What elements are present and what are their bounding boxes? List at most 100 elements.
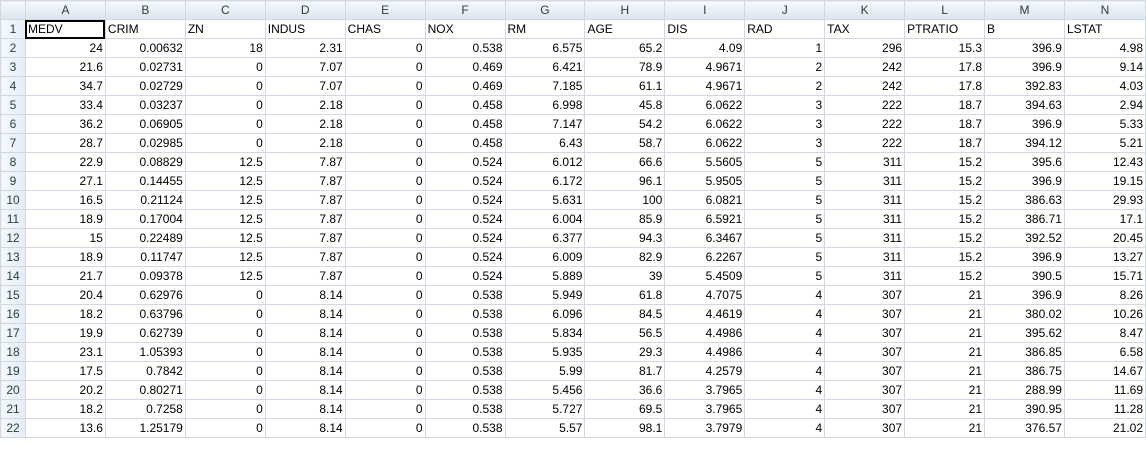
table-cell[interactable]: 0: [184, 57, 266, 77]
table-cell[interactable]: 0: [344, 95, 426, 115]
table-cell[interactable]: 54.2: [584, 114, 666, 134]
table-cell[interactable]: 307: [824, 399, 906, 419]
table-cell[interactable]: 21.7: [24, 266, 106, 286]
table-cell[interactable]: 311: [824, 266, 906, 286]
table-cell[interactable]: 0: [184, 285, 266, 305]
table-cell[interactable]: 6.096: [504, 304, 586, 324]
table-cell[interactable]: 0: [184, 304, 266, 324]
table-cell[interactable]: 7.07: [264, 57, 346, 77]
table-cell[interactable]: 0: [184, 361, 266, 381]
table-cell[interactable]: 0: [184, 76, 266, 96]
table-cell[interactable]: 0: [344, 399, 426, 419]
table-cell[interactable]: 24: [24, 38, 106, 58]
header-cell[interactable]: TAX: [824, 19, 906, 39]
header-cell[interactable]: RAD: [744, 19, 826, 39]
table-cell[interactable]: 19.9: [24, 323, 106, 343]
table-cell[interactable]: 392.52: [984, 228, 1065, 248]
table-cell[interactable]: 8.14: [264, 399, 346, 419]
table-cell[interactable]: 0.538: [424, 399, 506, 419]
column-header-a[interactable]: A: [24, 0, 106, 20]
table-cell[interactable]: 311: [824, 209, 906, 229]
column-header-j[interactable]: J: [744, 0, 826, 20]
table-cell[interactable]: 0.02985: [104, 133, 186, 153]
table-cell[interactable]: 0: [344, 228, 426, 248]
table-cell[interactable]: 6.5921: [664, 209, 746, 229]
table-cell[interactable]: 5.5605: [664, 152, 746, 172]
table-cell[interactable]: 36.2: [24, 114, 106, 134]
table-cell[interactable]: 307: [824, 285, 906, 305]
table-cell[interactable]: 3: [744, 114, 826, 134]
row-header[interactable]: 1: [0, 19, 26, 39]
table-cell[interactable]: 3: [744, 133, 826, 153]
table-cell[interactable]: 0.17004: [104, 209, 186, 229]
table-cell[interactable]: 14.67: [1063, 361, 1146, 381]
table-cell[interactable]: 5.4509: [664, 266, 746, 286]
table-cell[interactable]: 5: [744, 171, 826, 191]
table-cell[interactable]: 5: [744, 228, 826, 248]
table-cell[interactable]: 0.00632: [104, 38, 186, 58]
table-cell[interactable]: 0.458: [424, 114, 506, 134]
header-cell[interactable]: NOX: [424, 19, 506, 39]
table-cell[interactable]: 307: [824, 380, 906, 400]
header-cell[interactable]: CHAS: [344, 19, 426, 39]
table-cell[interactable]: 1.25179: [104, 418, 186, 438]
table-cell[interactable]: 21.02: [1063, 418, 1146, 438]
column-header-g[interactable]: G: [504, 0, 586, 20]
table-cell[interactable]: 0: [344, 209, 426, 229]
table-cell[interactable]: 0: [344, 361, 426, 381]
table-cell[interactable]: 0.06905: [104, 114, 186, 134]
table-cell[interactable]: 222: [824, 114, 906, 134]
table-cell[interactable]: 12.5: [184, 209, 266, 229]
table-cell[interactable]: 18.7: [904, 95, 986, 115]
table-cell[interactable]: 0.62739: [104, 323, 186, 343]
table-cell[interactable]: 0: [344, 190, 426, 210]
table-cell[interactable]: 0: [184, 380, 266, 400]
table-cell[interactable]: 11.28: [1063, 399, 1146, 419]
column-header-c[interactable]: C: [184, 0, 266, 20]
table-cell[interactable]: 5.456: [504, 380, 586, 400]
table-cell[interactable]: 15.3: [904, 38, 986, 58]
row-header[interactable]: 6: [0, 114, 26, 134]
table-cell[interactable]: 4.4619: [664, 304, 746, 324]
table-cell[interactable]: 0: [344, 323, 426, 343]
table-cell[interactable]: 311: [824, 247, 906, 267]
table-cell[interactable]: 4: [744, 380, 826, 400]
row-header[interactable]: 5: [0, 95, 26, 115]
table-cell[interactable]: 36.6: [584, 380, 666, 400]
column-header-k[interactable]: K: [824, 0, 906, 20]
table-cell[interactable]: 396.9: [984, 57, 1065, 77]
row-header[interactable]: 9: [0, 171, 26, 191]
table-cell[interactable]: 1: [744, 38, 826, 58]
table-cell[interactable]: 311: [824, 152, 906, 172]
table-cell[interactable]: 3.7965: [664, 399, 746, 419]
table-cell[interactable]: 6.0622: [664, 133, 746, 153]
table-cell[interactable]: 386.85: [984, 342, 1065, 362]
table-cell[interactable]: 395.6: [984, 152, 1065, 172]
table-cell[interactable]: 5.949: [504, 285, 586, 305]
table-cell[interactable]: 6.004: [504, 209, 586, 229]
table-cell[interactable]: 0: [184, 418, 266, 438]
table-cell[interactable]: 20.4: [24, 285, 106, 305]
table-cell[interactable]: 15.2: [904, 266, 986, 286]
table-cell[interactable]: 0.458: [424, 133, 506, 153]
table-cell[interactable]: 0.7842: [104, 361, 186, 381]
table-cell[interactable]: 6.0622: [664, 114, 746, 134]
table-cell[interactable]: 307: [824, 342, 906, 362]
table-cell[interactable]: 4.03: [1063, 76, 1146, 96]
table-cell[interactable]: 7.07: [264, 76, 346, 96]
table-cell[interactable]: 10.26: [1063, 304, 1146, 324]
table-cell[interactable]: 0.524: [424, 171, 506, 191]
table-cell[interactable]: 0: [344, 380, 426, 400]
table-cell[interactable]: 0.11747: [104, 247, 186, 267]
table-cell[interactable]: 242: [824, 76, 906, 96]
table-cell[interactable]: 288.99: [984, 380, 1065, 400]
table-cell[interactable]: 394.12: [984, 133, 1065, 153]
table-cell[interactable]: 15.2: [904, 171, 986, 191]
header-cell[interactable]: ZN: [184, 19, 266, 39]
table-cell[interactable]: 0.524: [424, 228, 506, 248]
table-cell[interactable]: 5: [744, 152, 826, 172]
table-cell[interactable]: 69.5: [584, 399, 666, 419]
table-cell[interactable]: 17.1: [1063, 209, 1146, 229]
table-cell[interactable]: 1.05393: [104, 342, 186, 362]
table-cell[interactable]: 6.3467: [664, 228, 746, 248]
